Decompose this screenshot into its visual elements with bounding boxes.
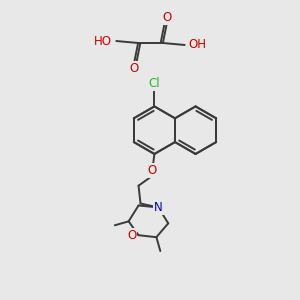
Text: N: N xyxy=(154,201,163,214)
Text: O: O xyxy=(130,62,139,75)
Text: O: O xyxy=(162,11,172,24)
Text: O: O xyxy=(148,164,157,177)
Text: HO: HO xyxy=(94,34,112,47)
Text: OH: OH xyxy=(189,38,207,52)
Text: O: O xyxy=(127,229,136,242)
Text: Cl: Cl xyxy=(148,77,160,90)
